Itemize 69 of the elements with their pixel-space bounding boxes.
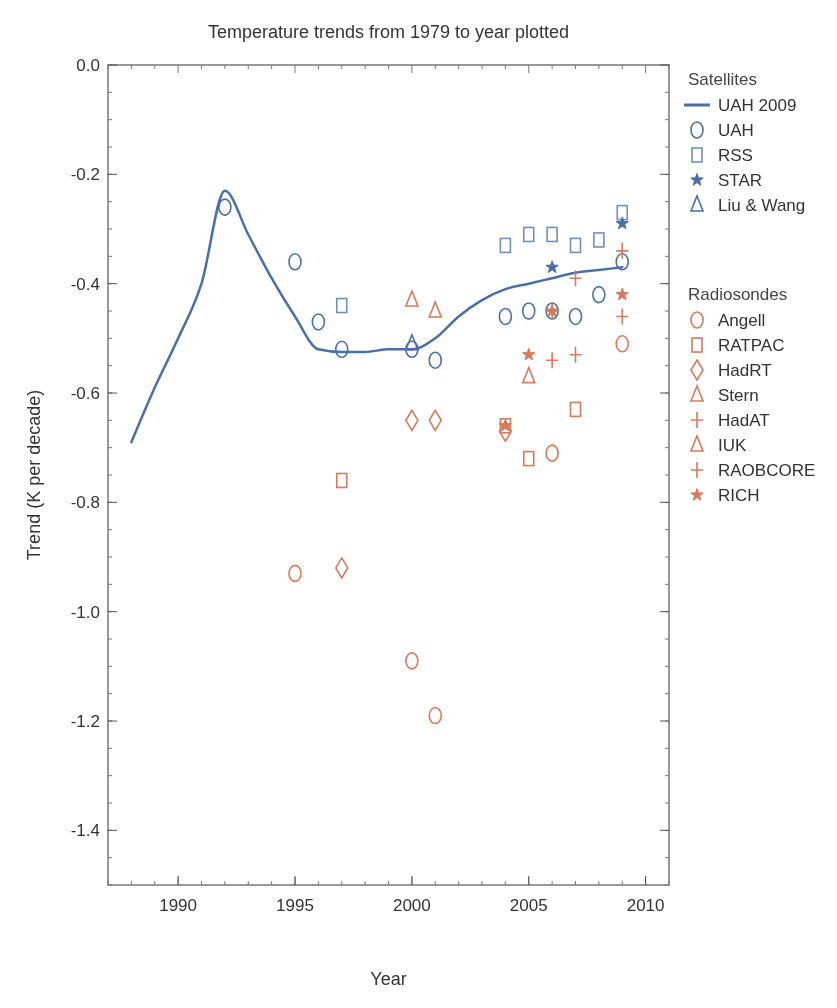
point	[615, 287, 629, 301]
point	[615, 335, 630, 353]
legend-label: RATPAC	[718, 336, 785, 355]
legend-label: IUK	[718, 436, 747, 455]
point	[615, 216, 629, 230]
point	[615, 307, 630, 326]
point	[335, 472, 348, 489]
point	[568, 345, 583, 364]
x-tick-label: 1990	[159, 896, 198, 915]
point	[428, 351, 443, 369]
legend-label: RICH	[718, 486, 760, 505]
point	[615, 242, 630, 260]
legend-label: UAH	[718, 121, 754, 140]
legend-label: Stern	[718, 386, 759, 405]
point	[288, 253, 302, 271]
chart-title: Temperature trends from 1979 to year plotted	[207, 22, 570, 42]
point	[546, 226, 558, 243]
point	[615, 253, 630, 271]
point	[405, 334, 419, 351]
legend-label: RSS	[718, 146, 753, 165]
point	[218, 198, 232, 216]
point	[499, 237, 512, 254]
point	[545, 444, 559, 462]
point	[569, 237, 582, 254]
point	[545, 260, 559, 274]
legend-label: Angell	[718, 311, 766, 330]
point	[428, 301, 443, 318]
y-tick-label: -0.8	[70, 493, 100, 513]
y-axis-title: Trend (K per decade)	[24, 389, 44, 561]
point	[522, 226, 535, 243]
point	[593, 232, 605, 248]
x-tick-label: 2010	[626, 896, 665, 915]
point	[334, 340, 349, 359]
point	[288, 564, 302, 583]
legend-label: Liu & Wang	[718, 196, 806, 215]
point	[405, 652, 419, 670]
point	[568, 269, 583, 287]
y-tick-label: -1.2	[70, 712, 100, 731]
point	[335, 297, 348, 314]
y-tick-label: -0.6	[70, 384, 100, 403]
x-tick-label: 1995	[276, 896, 314, 915]
legend-label: HadAT	[718, 411, 770, 430]
y-tick-label: -1.0	[70, 602, 100, 622]
legend-label: STAR	[718, 171, 763, 190]
point	[569, 401, 582, 418]
x-tick-label: 2000	[392, 896, 431, 915]
legend-title: Satellites	[688, 70, 757, 89]
point	[522, 347, 536, 361]
point	[592, 285, 606, 304]
y-tick-label: -0.2	[70, 165, 100, 185]
point	[405, 340, 419, 359]
legend-label: UAH 2009	[718, 96, 797, 115]
point	[568, 307, 583, 326]
point	[428, 706, 443, 725]
y-tick-label: -1.4	[70, 821, 100, 841]
point	[521, 366, 536, 384]
legend-label: HadRT	[718, 361, 772, 380]
point	[521, 302, 536, 320]
y-tick-label: 0.0	[76, 56, 100, 75]
y-tick-label: -0.4	[70, 274, 100, 294]
point	[616, 204, 629, 221]
point	[311, 313, 326, 331]
point	[498, 307, 513, 326]
legend-label: RAOBCORE	[718, 461, 816, 480]
point	[522, 450, 535, 467]
x-tick-label: 2005	[509, 896, 548, 915]
point	[405, 290, 419, 307]
x-axis-title: Year	[370, 969, 407, 989]
text: Radiosondes	[688, 285, 788, 304]
